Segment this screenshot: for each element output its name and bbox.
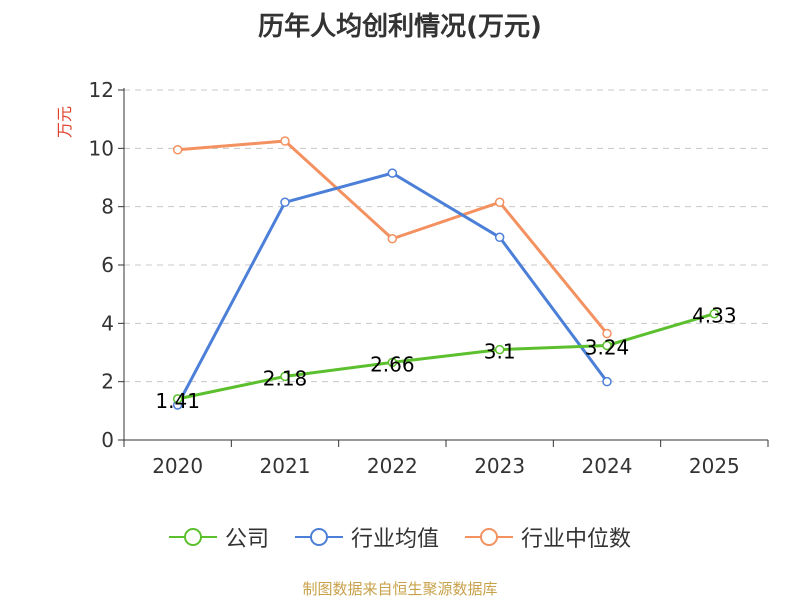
legend-item-company[interactable]: 公司 <box>168 521 269 553</box>
data-point <box>280 371 290 382</box>
legend-label: 行业中位数 <box>521 527 632 552</box>
y-tick-label: 8 <box>101 195 114 219</box>
data-point <box>387 168 398 178</box>
data-label: 1.41 <box>155 389 200 413</box>
x-tick-label: 2022 <box>367 454 418 478</box>
data-point <box>602 376 612 387</box>
y-tick-label: 6 <box>101 253 114 277</box>
legend-item-industry-median[interactable]: 行业中位数 <box>465 521 631 553</box>
legend-label: 公司 <box>224 527 269 552</box>
legend-line-icon <box>465 528 513 546</box>
x-tick-label: 2023 <box>474 454 525 478</box>
data-source-note: 制图数据来自恒生聚源数据库 <box>302 580 498 598</box>
data-point <box>602 328 612 339</box>
data-label: 2.18 <box>263 366 308 390</box>
data-label: 3.24 <box>585 336 630 360</box>
data-point <box>172 145 183 155</box>
x-tick-label: 2021 <box>260 454 311 478</box>
data-point <box>280 197 290 208</box>
data-point <box>172 394 183 404</box>
legend-line-icon <box>294 528 343 546</box>
data-point <box>280 136 290 146</box>
chart-title: 历年人均创利情况(万元) <box>258 12 542 42</box>
data-point <box>387 234 398 244</box>
y-tick-label: 2 <box>101 370 114 394</box>
data-label: 2.66 <box>370 352 415 376</box>
data-label: 4.33 <box>692 304 737 328</box>
y-tick-label: 4 <box>101 311 114 335</box>
legend-line-icon <box>168 528 217 546</box>
y-tick-label: 10 <box>89 136 114 160</box>
data-point <box>602 340 612 351</box>
data-point <box>494 344 505 355</box>
series-line <box>177 312 715 401</box>
x-tick-label: 2020 <box>152 454 203 478</box>
data-point <box>387 357 398 368</box>
chart-legend: 公司 行业均值 行业中位数 <box>0 520 800 554</box>
legend-item-industry-mean[interactable]: 行业均值 <box>294 521 439 553</box>
data-point <box>494 232 505 243</box>
y-axis-label: 万元 <box>55 106 74 138</box>
data-point <box>494 197 505 208</box>
legend-label: 行业均值 <box>350 527 439 552</box>
y-tick-label: 0 <box>101 428 114 452</box>
data-label: 3.1 <box>484 340 516 364</box>
x-tick-label: 2024 <box>582 454 633 478</box>
x-tick-label: 2025 <box>689 454 740 478</box>
data-point <box>709 308 720 319</box>
y-tick-label: 12 <box>89 78 114 102</box>
